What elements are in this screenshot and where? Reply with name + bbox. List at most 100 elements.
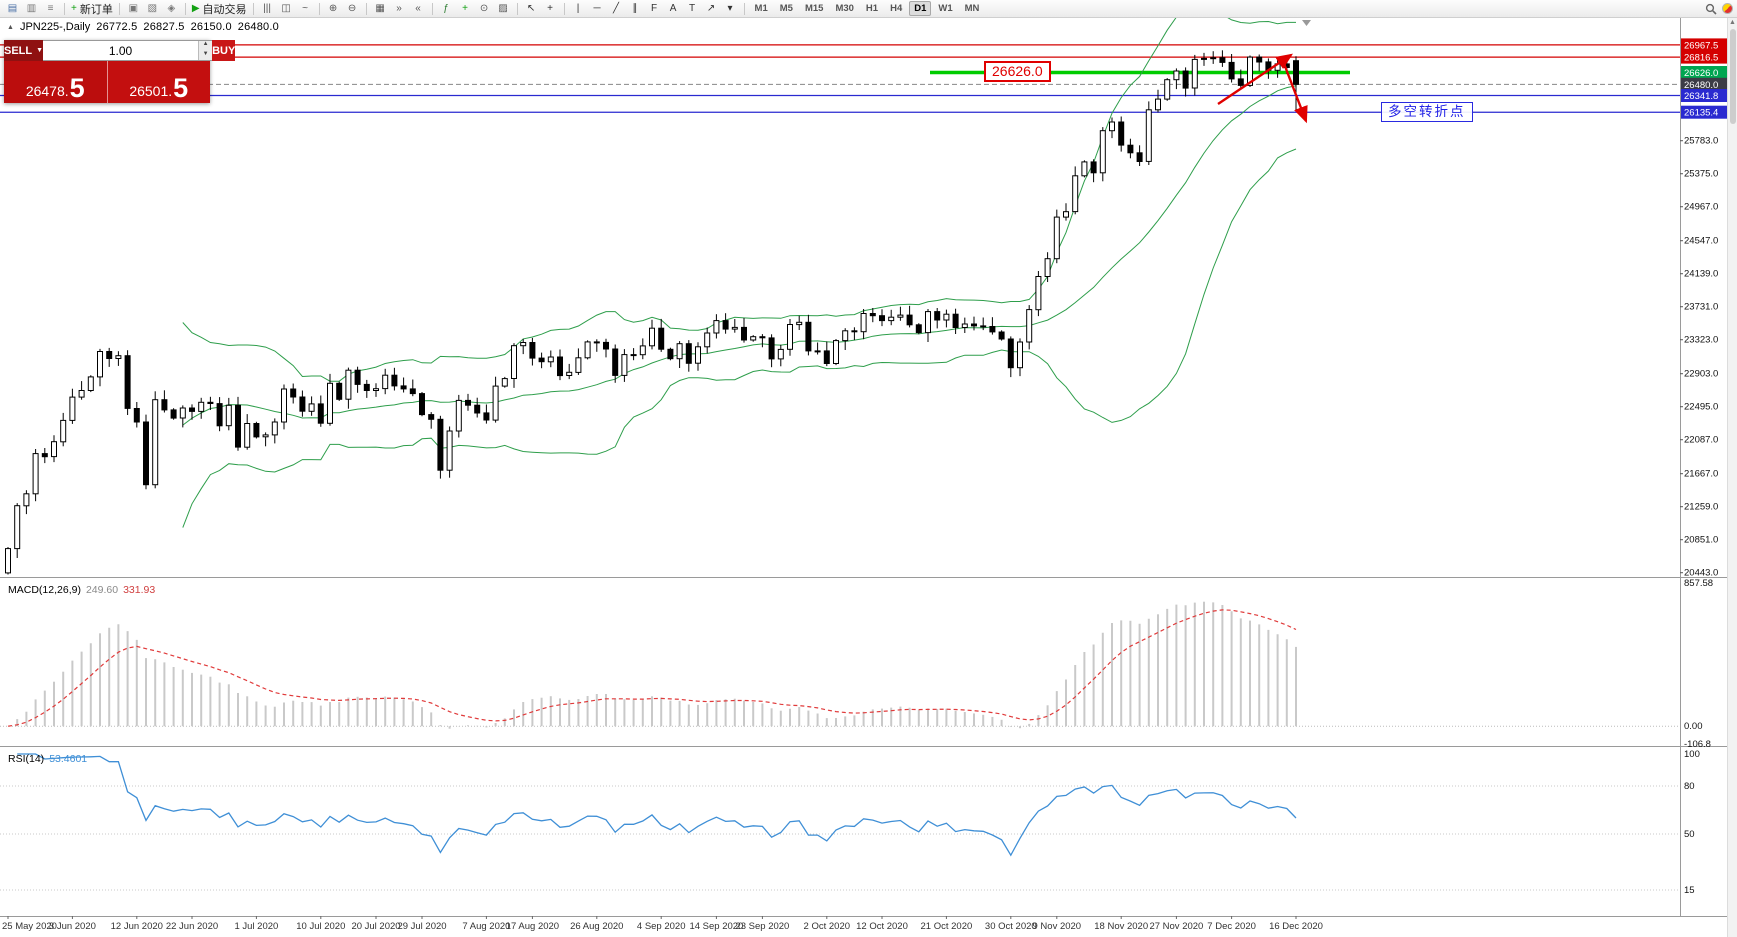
profiles-icon[interactable]: ▥ <box>22 1 41 17</box>
new-chart-icon[interactable]: ▤ <box>3 1 22 17</box>
candlestick-chart-icon[interactable]: ◫ <box>277 1 296 17</box>
scroll-up-icon[interactable]: ▲ <box>1729 19 1736 26</box>
vertical-scrollbar[interactable]: ▲ <box>1727 18 1737 937</box>
text-label-icon[interactable]: T <box>683 1 702 17</box>
volume-up-icon[interactable]: ▲ <box>202 41 209 47</box>
equidistant-channel-icon[interactable]: ∥ <box>626 1 645 17</box>
connection-status-icon[interactable] <box>1722 3 1733 14</box>
buy-price[interactable]: 26501. 5 <box>106 61 211 103</box>
chart-shift-marker[interactable] <box>1302 20 1311 26</box>
symbol-name: JPN225-,Daily <box>19 21 91 33</box>
sell-options-caret-icon[interactable]: ▼ <box>36 47 44 54</box>
toolbar-separator <box>252 2 254 15</box>
volume-spinner: ▲ ▼ <box>198 41 213 60</box>
price-tick-label: 22903.0 <box>1684 369 1718 380</box>
candlestick-chart-icon: ◫ <box>281 2 291 14</box>
buy-button[interactable]: BUY <box>212 40 236 61</box>
trend-arrow-up[interactable] <box>1217 53 1293 105</box>
bar-chart-icon[interactable]: ||| <box>258 1 277 17</box>
arrows-icon: ↗ <box>706 2 716 14</box>
cursor-icon[interactable]: ↖ <box>522 1 541 17</box>
zoom-in-icon[interactable]: ⊕ <box>324 1 343 17</box>
terminal-icon[interactable]: ▣ <box>124 1 143 17</box>
date-label: 20 Jul 2020 <box>351 921 400 932</box>
date-label: 3 Jun 2020 <box>49 921 96 932</box>
rsi-axis-label: 80 <box>1684 781 1695 792</box>
toolbar-items: ▤ ▥ ≡ + 新订单 ▣ ▧ ◈ ▶ 自动交易 ||| ◫ ~ ⊕ ⊖ ▦» «ƒ + ⊙ ▨ ↖ + | ─ ╱ ∥ F A T ↗ ▾… <box>3 1 1704 17</box>
timeframe-d1-button[interactable]: D1 <box>909 1 932 16</box>
zoom-out-icon[interactable]: ⊖ <box>343 1 362 17</box>
timeframe-m1-button[interactable]: M1 <box>754 3 768 14</box>
timeframe-h4-button[interactable]: H4 <box>890 3 903 14</box>
volume-input[interactable] <box>43 41 199 60</box>
sell-price[interactable]: 26478. 5 <box>4 61 107 103</box>
price-tick-label: 20851.0 <box>1684 535 1718 546</box>
date-label: 17 Aug 2020 <box>506 921 559 932</box>
auto-scroll-icon[interactable]: » <box>390 1 409 17</box>
timeframe-m30-button[interactable]: M30 <box>835 3 854 14</box>
date-label: 4 Sep 2020 <box>637 921 686 932</box>
periods-icon[interactable]: ⊙ <box>475 1 494 17</box>
candlestick-series <box>5 50 1299 575</box>
auto-trading-button[interactable]: ▶ 自动交易 <box>190 1 249 17</box>
date-label: 26 Aug 2020 <box>570 921 623 932</box>
auto-scroll-icon: » <box>396 2 402 14</box>
scrollbar-thumb[interactable] <box>1729 29 1736 124</box>
trendline-icon[interactable]: ╱ <box>607 1 626 17</box>
buy-price-pip: 5 <box>173 73 189 103</box>
volume-down-icon[interactable]: ▼ <box>202 50 209 57</box>
search-icon[interactable] <box>1704 2 1717 15</box>
ohlc-low: 26150.0 <box>190 21 232 33</box>
new-chart-icon: ▤ <box>7 2 18 14</box>
timeframe-h1-button[interactable]: H1 <box>865 3 879 14</box>
objects-dropdown-icon[interactable]: ▾ <box>721 1 740 17</box>
sell-button[interactable]: SELL ▼ <box>4 40 44 61</box>
chart-shift-icon[interactable]: « <box>409 1 428 17</box>
timeframe-m15-button[interactable]: M15 <box>804 3 824 14</box>
fibonacci-icon[interactable]: F <box>645 1 664 17</box>
line-chart-icon: ~ <box>302 2 308 14</box>
buy-price-main: 26501. <box>129 83 173 99</box>
crosshair-icon[interactable]: + <box>541 1 560 17</box>
date-label: 7 Aug 2020 <box>462 921 510 932</box>
add-indicator-icon: + <box>462 2 468 14</box>
price-tick-label: 24547.0 <box>1684 236 1718 247</box>
new-order-button[interactable]: + 新订单 <box>69 1 115 17</box>
indicators-icon[interactable]: ƒ <box>437 1 456 17</box>
line-chart-icon[interactable]: ~ <box>296 1 315 17</box>
collapse-panel-icon[interactable]: ▲ <box>7 23 14 31</box>
toolbar-separator <box>563 2 565 15</box>
toolbar-separator <box>318 2 320 15</box>
rsi-value: 53.4601 <box>49 753 88 765</box>
horizontal-line-icon[interactable]: ─ <box>588 1 607 17</box>
rsi-axis-label: 100 <box>1684 749 1700 760</box>
tile-windows-icon[interactable]: ▦ <box>371 1 390 17</box>
rsi-axis-label: 50 <box>1684 829 1695 840</box>
timeframe-mn-button[interactable]: MN <box>964 3 980 14</box>
price-tick-label: 25375.0 <box>1684 169 1718 180</box>
price-tick-label: 23731.0 <box>1684 302 1718 313</box>
toolbar-separator <box>64 2 65 15</box>
alerts-icon[interactable]: ◈ <box>162 1 181 17</box>
sell-button-label: SELL <box>4 44 33 57</box>
text-icon[interactable]: A <box>664 1 683 17</box>
strategy-tester-icon[interactable]: ▧ <box>143 1 162 17</box>
trend-arrow-down[interactable] <box>1281 60 1308 124</box>
vertical-line-icon[interactable]: | <box>569 1 588 17</box>
turning-point-label[interactable]: 多空转折点 <box>1381 102 1473 122</box>
templates-icon[interactable]: ▨ <box>494 1 513 17</box>
date-label: 23 Sep 2020 <box>735 921 789 932</box>
timeframe-m5-button[interactable]: M5 <box>779 3 793 14</box>
bollinger-lower-band <box>182 148 1297 528</box>
bollinger-upper-band <box>182 10 1296 382</box>
timeframe-w1-button[interactable]: W1 <box>938 3 953 14</box>
market-watch-icon: ≡ <box>47 2 54 14</box>
price-callout-label[interactable]: 26626.0 <box>984 61 1051 82</box>
add-indicator-icon[interactable]: + <box>456 1 475 17</box>
market-watch-icon[interactable]: ≡ <box>41 1 60 17</box>
price-tag-label: 26480.0 <box>1684 80 1718 91</box>
macd-axis-label: -106.8 <box>1684 739 1711 750</box>
arrows-icon[interactable]: ↗ <box>702 1 721 17</box>
horizontal-line-icon: ─ <box>593 2 601 14</box>
price-tick-label: 22087.0 <box>1684 435 1718 446</box>
